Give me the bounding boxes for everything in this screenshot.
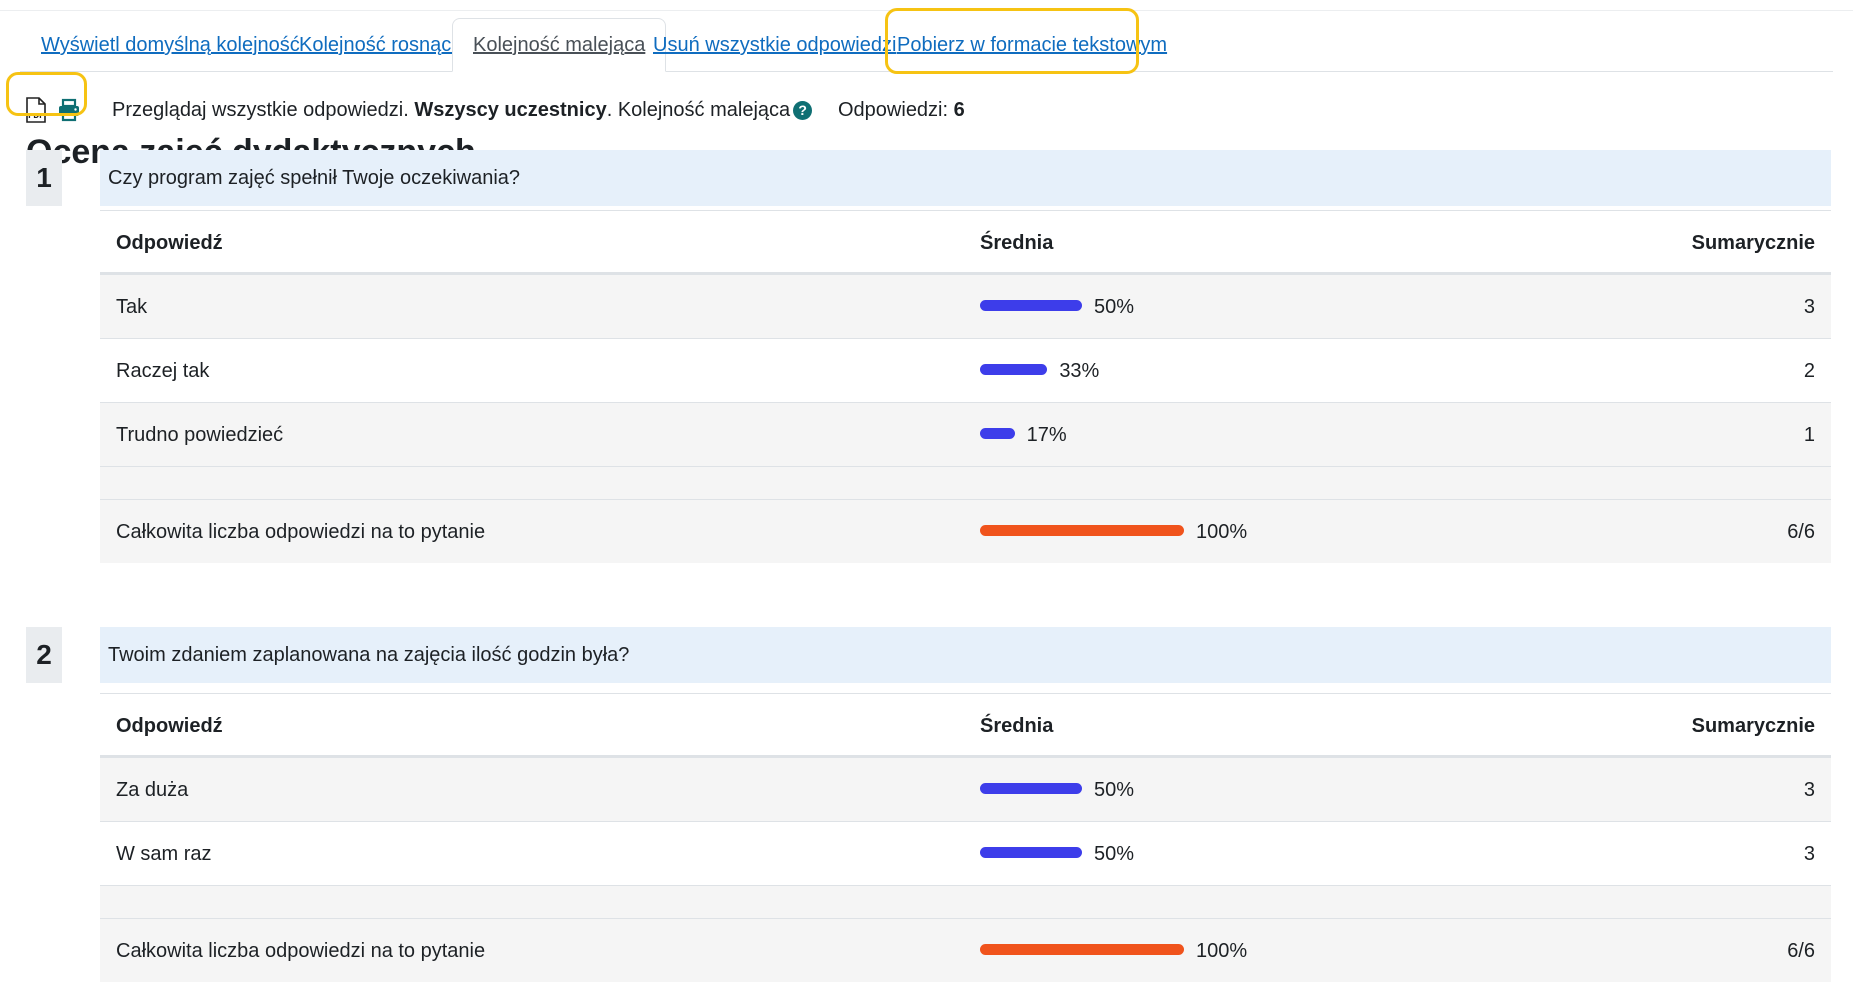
tab-download-text-format[interactable]: Pobierz w formacie tekstowym xyxy=(897,34,1168,56)
percentage-label: 17% xyxy=(1026,424,1067,446)
browse-text: Przeglądaj wszystkie odpowiedzi. xyxy=(112,99,409,121)
percentage-bar xyxy=(980,364,1048,376)
average-cell: 33% xyxy=(980,339,1099,403)
total-row: Całkowita liczba odpowiedzi na to pytani… xyxy=(100,918,1831,982)
total-count: 6/6 xyxy=(1787,521,1815,543)
average-cell: 100% xyxy=(980,500,1247,564)
average-cell: 50% xyxy=(980,275,1134,339)
spacer-row xyxy=(100,466,1831,499)
table-row: Tak 50% 3 xyxy=(100,274,1831,338)
total-percentage-label: 100% xyxy=(1196,521,1248,543)
tab-descending-order[interactable]: Kolejność malejąca xyxy=(452,18,667,72)
table-header-row: Odpowiedź Średnia Sumarycznie xyxy=(100,210,1831,274)
response-count: Odpowiedzi: 6 xyxy=(838,90,965,130)
answer-label: W sam raz xyxy=(116,843,212,865)
answers-table: Odpowiedź Średnia Sumarycznie Tak 50% 3 … xyxy=(100,210,1831,563)
response-count-label: Odpowiedzi: xyxy=(838,99,949,121)
count-label: 3 xyxy=(1803,296,1815,318)
answer-label: Za duża xyxy=(116,779,189,801)
tab-delete-all-responses[interactable]: Usuń wszystkie odpowiedzi xyxy=(653,34,897,56)
count-label: 1 xyxy=(1803,424,1815,446)
help-icon[interactable]: ? xyxy=(793,101,813,120)
answers-table: Odpowiedź Średnia Sumarycznie Za duża 50… xyxy=(100,693,1831,982)
percentage-label: 33% xyxy=(1059,360,1100,382)
percentage-bar xyxy=(980,783,1082,795)
percentage-label: 50% xyxy=(1094,296,1135,318)
table-row: Raczej tak 33% 2 xyxy=(100,338,1831,402)
order-text: . Kolejność malejąca xyxy=(606,99,791,121)
total-row: Całkowita liczba odpowiedzi na to pytani… xyxy=(100,499,1831,563)
average-cell: 17% xyxy=(980,403,1067,467)
question-text: Twoim zdaniem zaplanowana na zajęcia ilo… xyxy=(100,627,1831,683)
count-label: 3 xyxy=(1803,843,1815,865)
pdf-icon-text: PDF xyxy=(28,112,44,120)
count-label: 3 xyxy=(1803,779,1815,801)
response-count-value: 6 xyxy=(953,99,965,121)
table-row: W sam raz 50% 3 xyxy=(100,821,1831,885)
answer-label: Trudno powiedzieć xyxy=(116,424,284,446)
average-cell: 50% xyxy=(980,822,1134,886)
answer-label: Raczej tak xyxy=(116,360,210,382)
status-text: Przeglądaj wszystkie odpowiedzi. Wszyscy… xyxy=(112,90,813,130)
top-divider xyxy=(0,0,1853,11)
count-label: 2 xyxy=(1803,360,1815,382)
percentage-bar xyxy=(980,428,1015,440)
table-row: Za duża 50% 3 xyxy=(100,757,1831,821)
header-average: Średnia xyxy=(980,715,1054,737)
total-percentage-bar xyxy=(980,944,1184,956)
header-answer: Odpowiedź xyxy=(116,232,223,254)
view-tabs: Wyświetl domyślną kolejność Kolejność ro… xyxy=(20,18,1833,72)
total-percentage-label: 100% xyxy=(1196,940,1248,962)
tab-default-order[interactable]: Wyświetl domyślną kolejność xyxy=(41,34,300,56)
total-label: Całkowita liczba odpowiedzi na to pytani… xyxy=(116,521,486,543)
tab-ascending-order[interactable]: Kolejność rosnąca xyxy=(299,34,463,56)
header-total: Sumarycznie xyxy=(1691,715,1815,737)
participants-filter: Wszyscy uczestnicy xyxy=(414,99,607,121)
print-icon[interactable] xyxy=(53,94,85,126)
total-count: 6/6 xyxy=(1787,940,1815,962)
total-percentage-bar xyxy=(980,525,1184,537)
status-bar: PDF Przeglądaj wszystkie odpowiedzi. Wsz… xyxy=(20,90,1020,130)
table-header-row: Odpowiedź Średnia Sumarycznie xyxy=(100,693,1831,757)
question-number: 1 xyxy=(26,150,62,206)
percentage-label: 50% xyxy=(1094,843,1135,865)
percentage-bar xyxy=(980,847,1082,859)
header-answer: Odpowiedź xyxy=(116,715,223,737)
table-row: Trudno powiedzieć 17% 1 xyxy=(100,402,1831,466)
spacer-row xyxy=(100,885,1831,918)
percentage-label: 50% xyxy=(1094,779,1135,801)
average-cell: 50% xyxy=(980,758,1134,822)
pdf-icon[interactable]: PDF xyxy=(20,94,52,126)
question-text: Czy program zajęć spełnił Twoje oczekiwa… xyxy=(100,150,1831,206)
percentage-bar xyxy=(980,300,1082,312)
header-average: Średnia xyxy=(980,232,1054,254)
question-number: 2 xyxy=(26,627,62,683)
total-label: Całkowita liczba odpowiedzi na to pytani… xyxy=(116,940,486,962)
answer-label: Tak xyxy=(116,296,148,318)
header-total: Sumarycznie xyxy=(1691,232,1815,254)
average-cell: 100% xyxy=(980,919,1247,983)
